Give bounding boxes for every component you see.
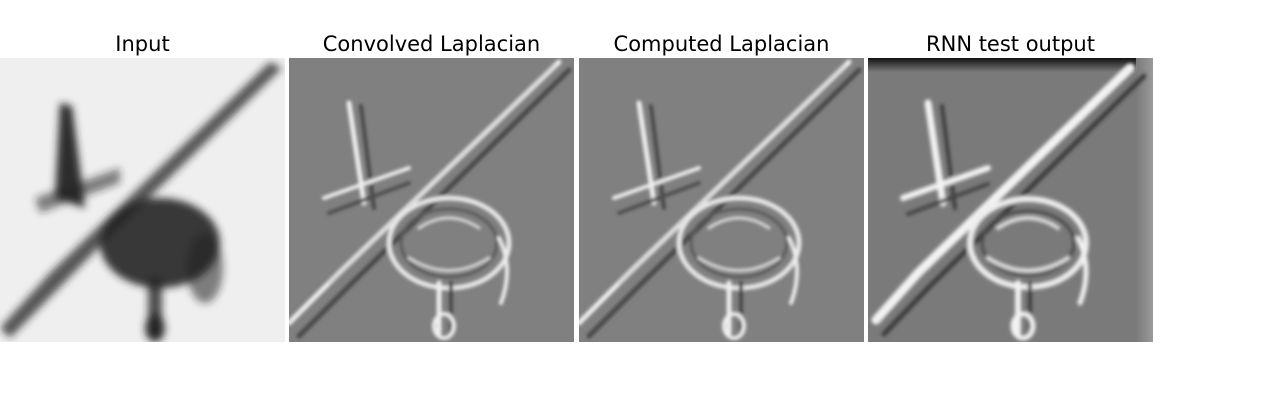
- panel-convolved-laplacian: Convolved Laplacian: [289, 30, 574, 342]
- right-edge: [1136, 58, 1153, 342]
- airplane-silhouette: [0, 62, 282, 342]
- top-dark-band: [868, 58, 1153, 72]
- panel-input: Input: [0, 30, 285, 342]
- panel-computed-laplacian: Computed Laplacian: [579, 30, 864, 342]
- panel-title: Computed Laplacian: [613, 32, 830, 56]
- airplane-tail: [55, 103, 85, 208]
- rnn-output-image: [868, 58, 1153, 342]
- edge-map: [579, 59, 862, 340]
- panel-title: Convolved Laplacian: [322, 32, 541, 56]
- edge-map: [871, 63, 1147, 341]
- panel-rnn-test-output: RNN test output: [868, 30, 1153, 342]
- computed-laplacian-image: [579, 58, 864, 342]
- convolved-laplacian-image: [289, 58, 574, 342]
- panel-title: Input: [115, 32, 170, 56]
- input-image: [0, 58, 285, 342]
- panel-title: RNN test output: [926, 32, 1095, 56]
- edge-map: [289, 59, 572, 340]
- airplane-wing: [0, 62, 282, 338]
